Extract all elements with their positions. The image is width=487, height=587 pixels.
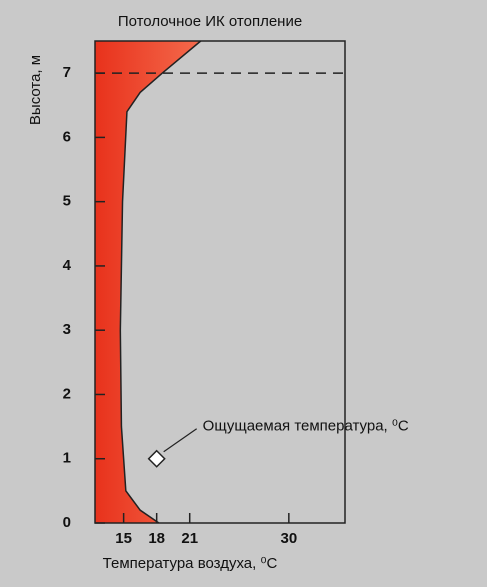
y-tick-label: 5 — [63, 193, 71, 210]
x-tick-label: 21 — [181, 530, 198, 547]
x-tick-label: 15 — [115, 530, 132, 547]
profile-line — [119, 40, 202, 524]
x-tick-label: 30 — [280, 530, 297, 547]
perceived-temp-marker — [147, 449, 166, 468]
y-tick-label: 3 — [63, 321, 71, 338]
annotation-label: Ощущаемая температура, ⁰C — [203, 418, 409, 435]
plot-frame — [94, 40, 346, 524]
y-tick-label: 0 — [63, 514, 71, 531]
annotation-leader — [163, 428, 198, 453]
y-tick-label: 6 — [63, 128, 71, 145]
x-tick-label: 18 — [148, 530, 165, 547]
y-tick-label: 7 — [63, 64, 71, 81]
x-axis-label: Температура воздуха, ⁰C — [103, 555, 278, 572]
y-tick-label: 4 — [63, 257, 72, 274]
chart-title: Потолочное ИК отопление — [118, 13, 302, 30]
y-tick-label: 2 — [63, 385, 71, 402]
y-axis-label: Высота, м — [27, 55, 44, 125]
y-tick-label: 1 — [63, 450, 71, 467]
profile-area — [95, 41, 201, 523]
